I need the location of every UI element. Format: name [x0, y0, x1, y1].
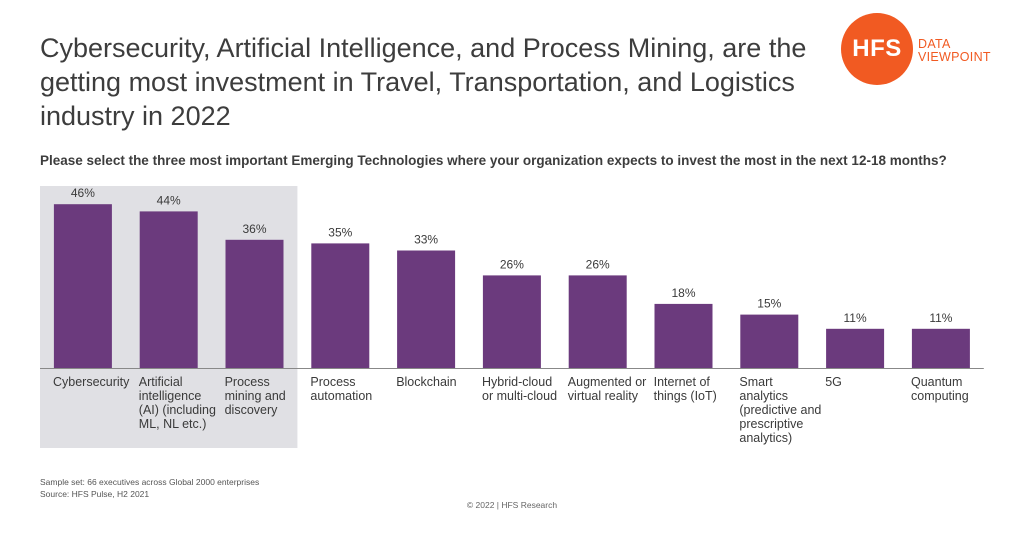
bar	[911, 328, 970, 368]
bar	[482, 275, 541, 368]
data-label: 46%	[71, 186, 95, 200]
bar	[139, 211, 198, 368]
category-label: Blockchain	[396, 375, 457, 389]
category-label: Smart analytics (predictive and prescrip…	[739, 375, 822, 445]
category-label: Process mining and discovery	[224, 375, 286, 417]
data-label: 26%	[500, 257, 524, 271]
bar	[311, 243, 370, 368]
sample-note: Sample set: 66 executives across Global …	[40, 477, 260, 487]
category-label: Hybrid-cloud or multi-cloud	[482, 375, 558, 403]
data-label: 33%	[414, 233, 438, 247]
bar	[826, 328, 885, 368]
category-label: Internet of things (IoT)	[653, 375, 717, 403]
bar	[740, 314, 799, 368]
logo-line-1: DATA	[918, 37, 951, 51]
data-label: 35%	[328, 225, 352, 239]
category-label: Process automation	[310, 375, 373, 403]
source-note: Source: HFS Pulse, H2 2021	[40, 489, 150, 499]
data-label: 11%	[929, 311, 952, 325]
bar	[654, 303, 713, 368]
hfs-logo-mark: HFS	[841, 13, 913, 85]
data-label: 36%	[242, 222, 266, 236]
logo-line-2: VIEWPOINT	[918, 50, 991, 64]
bar	[225, 239, 284, 368]
footnotes: Sample set: 66 executives across Global …	[40, 476, 259, 500]
hfs-logo: HFS DATA VIEWPOINT	[841, 13, 991, 85]
category-label: Artificial intelligence (AI) (including …	[138, 375, 216, 431]
data-label: 11%	[844, 311, 867, 325]
page-title: Cybersecurity, Artificial Intelligence, …	[40, 33, 807, 131]
category-label: Cybersecurity	[53, 375, 130, 389]
data-label: 26%	[586, 257, 610, 271]
category-label: Augmented or virtual reality	[567, 375, 647, 403]
category-label: 5G	[825, 375, 842, 389]
copyright: © 2022 | HFS Research	[466, 500, 558, 510]
category-label: Quantum computing	[911, 375, 969, 403]
data-label: 15%	[757, 297, 781, 311]
bar	[397, 250, 456, 368]
bar	[568, 275, 627, 368]
data-label: 44%	[157, 193, 181, 207]
data-label: 18%	[671, 286, 695, 300]
hfs-logo-text: DATA VIEWPOINT	[918, 38, 991, 64]
bar	[53, 204, 112, 368]
chart-question: Please select the three most important E…	[40, 153, 947, 168]
